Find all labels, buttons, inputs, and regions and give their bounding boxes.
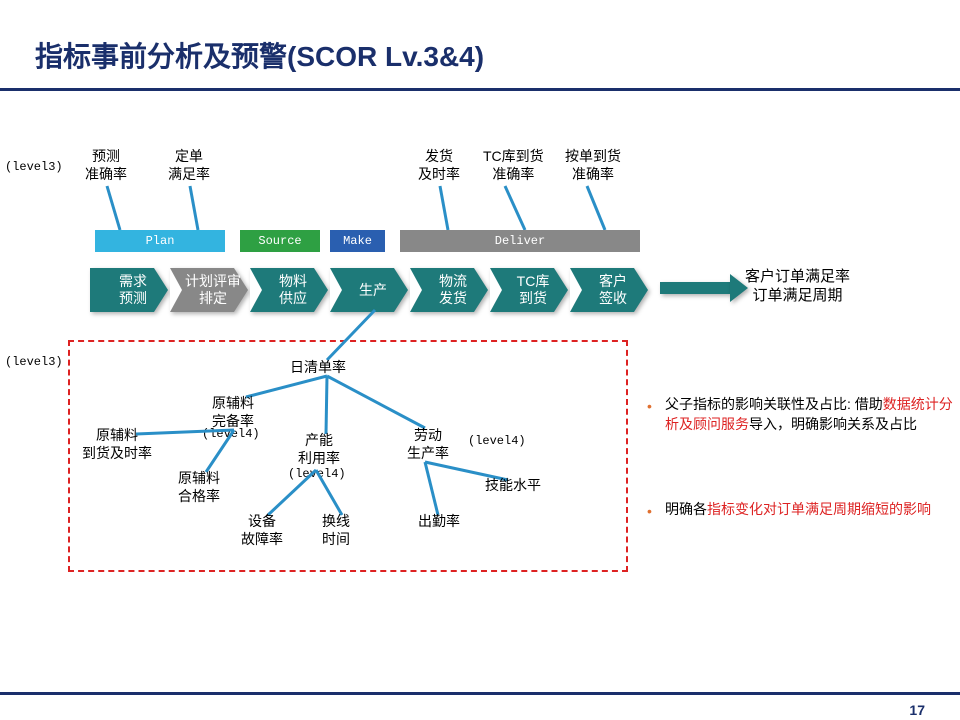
tree-node-n5: 劳动 生产率 [407,427,449,462]
page-number: 17 [909,702,925,718]
tree-node-n8: 出勤率 [418,513,460,531]
tree-node-n1: 原辅料 到货及时率 [82,427,152,462]
tree-node-n4: 产能 利用率 [298,432,340,467]
tree-edges [0,0,700,600]
tree-node-n3: 原辅料 合格率 [178,470,220,505]
tree-node-n6: 设备 故障率 [241,513,283,548]
bullet-dot-icon: • [647,502,652,522]
tree-node-n7: 换线 时间 [322,513,350,548]
bullet-1: •明确各指标变化对订单满足周期缩短的影响 [665,500,955,520]
tree-node-n2: 原辅料 完备率 [212,395,254,430]
tree-node-n9: 技能水平 [485,477,541,495]
bullet-0: •父子指标的影响关联性及占比: 借助数据统计分析及顾问服务导入，明确影响关系及占… [665,395,955,434]
bottom-rule [0,692,960,695]
bullet-dot-icon: • [647,397,652,417]
